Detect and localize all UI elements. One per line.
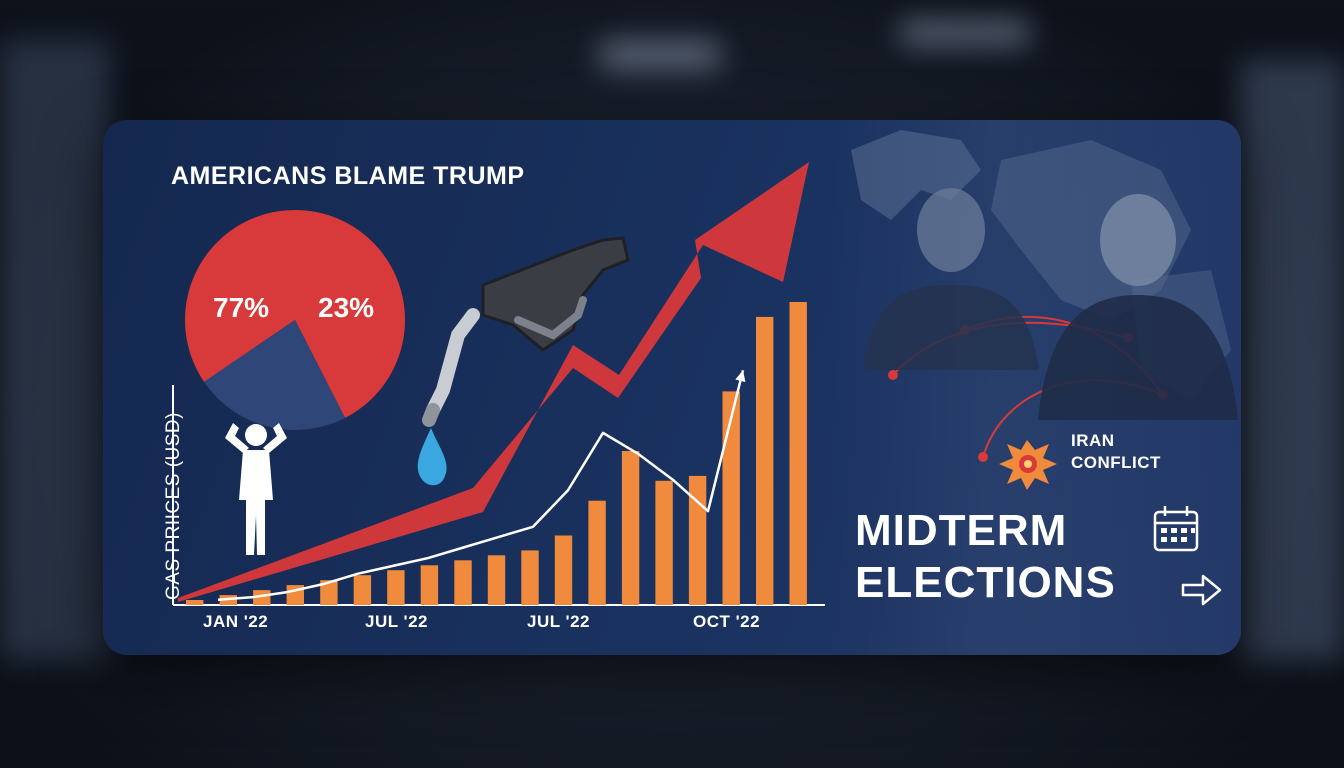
x-tick-label: OCT '22: [693, 612, 761, 631]
figure-silhouettes: [863, 188, 1238, 420]
calendar-icon: [1153, 506, 1199, 552]
iran-label-line2: CONFLICT: [1071, 453, 1161, 472]
bar: [621, 451, 640, 605]
midterm-elections-label: MIDTERM ELECTIONS: [855, 505, 1116, 609]
iran-label-line1: IRAN: [1071, 431, 1115, 450]
iran-conflict-label: IRAN CONFLICT: [1071, 430, 1161, 474]
pie-slice: [185, 209, 406, 418]
graphics-layer: [172, 162, 1238, 606]
frustrated-person-icon: [225, 423, 287, 555]
bar: [688, 475, 707, 605]
bar: [186, 600, 204, 605]
headline: AMERICANS BLAME TRUMP: [171, 162, 525, 190]
background-shelf-right: [1240, 60, 1344, 660]
trend-arrow: [178, 162, 809, 602]
gas-pump-icon: [422, 236, 630, 427]
y-axis-label: GAS PRIICES (USD): [163, 412, 184, 600]
pie-label-23: 23%: [318, 292, 375, 323]
background-shelf-left: [0, 40, 110, 660]
midterm-line2: ELECTIONS: [855, 558, 1116, 607]
midterm-line1: MIDTERM: [855, 506, 1068, 555]
bar: [420, 565, 439, 605]
background-ceiling-light: [900, 20, 1030, 46]
bar: [454, 560, 472, 605]
pie-chart: [185, 209, 406, 430]
arrow-right-icon: [1181, 574, 1222, 606]
background-ceiling-light: [600, 40, 720, 70]
bar: [655, 480, 673, 605]
bar: [253, 590, 271, 605]
bar: [353, 575, 372, 605]
bar: [789, 302, 807, 605]
bar: [521, 550, 539, 605]
x-tick-label: JUL '22: [527, 612, 590, 631]
price-line: [217, 369, 745, 602]
bar: [387, 570, 405, 605]
bar: [554, 535, 573, 605]
bar: [588, 500, 606, 605]
bar: [487, 555, 506, 605]
explosion-icon: [999, 440, 1057, 490]
infographic-card: AMERICANS BLAME TRUMP: [103, 120, 1241, 655]
pie-slice: [204, 320, 346, 430]
bar: [722, 391, 740, 605]
x-tick-label: JUL '22: [365, 612, 428, 631]
x-tick-label: JAN '22: [203, 612, 269, 631]
bar: [756, 316, 774, 605]
price-line-arrowhead: [735, 370, 746, 383]
fuel-drop-icon: [417, 428, 447, 486]
bar: [320, 580, 338, 605]
pie-label-77: 77%: [213, 292, 270, 323]
